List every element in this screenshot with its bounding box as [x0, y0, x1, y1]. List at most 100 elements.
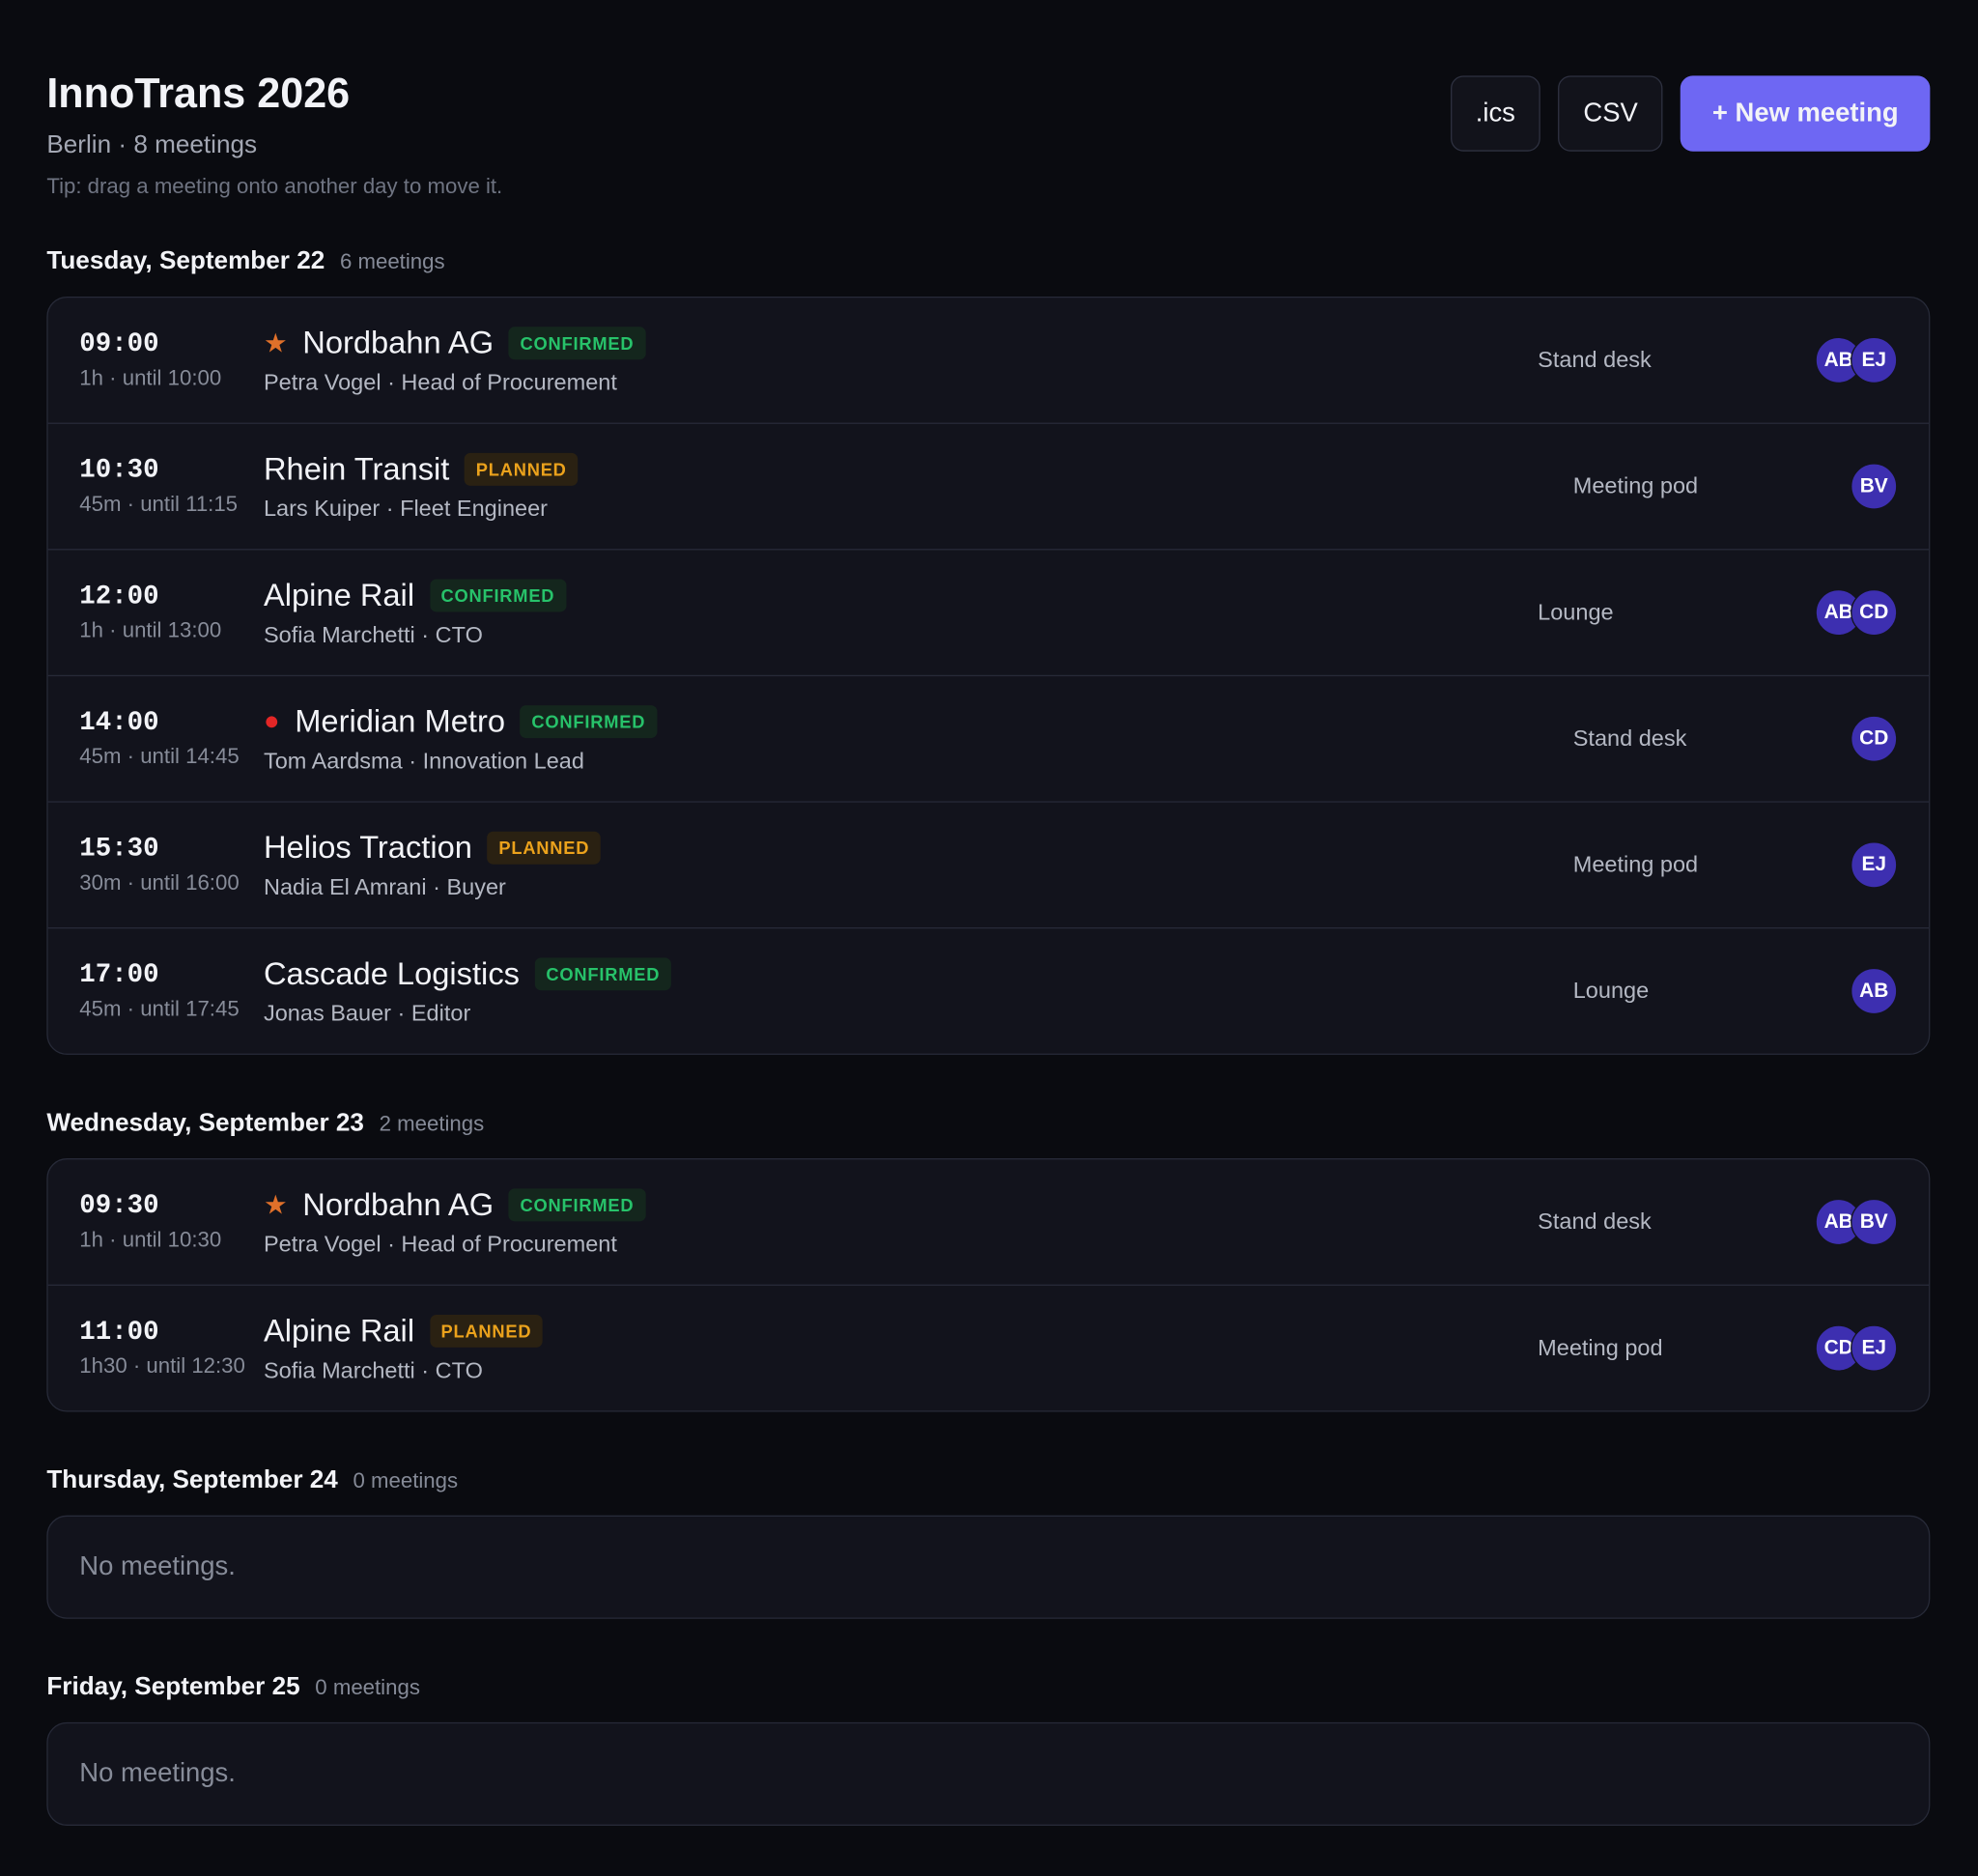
start-time: 11:00 — [79, 1318, 159, 1348]
meeting-info: Rhein Transit PLANNED Lars Kuiper · Fleet … — [264, 451, 1573, 522]
start-time: 09:00 — [79, 329, 159, 359]
day-list: Tuesday, September 22 6 meetings 09:00 1h ·… — [46, 243, 1931, 1826]
time-column: 14:00 45m · until 14:45 — [48, 708, 264, 769]
company: Cascade Logistics — [263, 955, 520, 991]
title-line: Alpine Rail PLANNED — [264, 1313, 1538, 1350]
title-line: ★ Nordbahn AG CONFIRMED — [264, 1186, 1538, 1223]
attendees: EJ — [1851, 841, 1898, 889]
avatar: EJ — [1851, 841, 1898, 889]
meeting-count: 2 meetings — [379, 1111, 485, 1136]
time-column: 12:00 1h · until 13:00 — [48, 583, 264, 643]
avatar: CD — [1851, 715, 1898, 762]
day-card: 09:30 1h · until 10:30 ★ Nordbahn AG CONFIRM… — [46, 1158, 1931, 1412]
day-header: Thursday, September 24 0 meetings — [46, 1463, 1930, 1499]
duration: 1h30 · until 12:30 — [79, 1352, 245, 1378]
day-label: Wednesday, September 23 — [46, 1109, 364, 1137]
status-badge: CONFIRMED — [429, 579, 567, 612]
company: Meridian Metro — [295, 703, 505, 739]
duration: 45m · until 17:45 — [79, 996, 240, 1020]
location: Meeting pod — [1538, 1334, 1663, 1360]
duration: 1h · until 13:00 — [79, 617, 222, 642]
status-badge: CONFIRMED — [508, 1188, 646, 1222]
title-line: Alpine Rail CONFIRMED — [264, 578, 1538, 614]
day-label: Friday, September 25 — [46, 1672, 300, 1701]
duration: 45m · until 14:45 — [79, 743, 240, 768]
contact: Jonas Bauer · Editor — [263, 1000, 471, 1026]
empty-state: No meetings. — [79, 1551, 236, 1581]
title-line: Cascade Logistics CONFIRMED — [264, 955, 1573, 992]
title-line: Helios Traction PLANNED — [264, 830, 1573, 867]
meeting-info: Helios Traction PLANNED Nadia El Amrani · … — [264, 830, 1573, 900]
meeting-row[interactable]: 17:00 45m · until 17:45 Cascade Logistics C… — [47, 926, 1930, 1054]
location: Meeting pod — [1572, 472, 1699, 498]
title-line: ★ Nordbahn AG CONFIRMED — [264, 325, 1538, 361]
duration: 1h · until 10:00 — [79, 365, 222, 389]
meeting-row[interactable]: 15:30 30m · until 16:00 Helios Traction PLA… — [47, 801, 1930, 927]
meeting-count: 0 meetings — [353, 1468, 459, 1493]
time-column: 09:00 1h · until 10:00 — [48, 330, 264, 391]
day-label: Tuesday, September 22 — [46, 246, 325, 275]
avatar: AB — [1815, 588, 1862, 637]
day-card: No meetings. — [46, 1515, 1931, 1619]
priority-icon: ★ — [263, 1190, 288, 1220]
meeting-info: ● Meridian Metro CONFIRMED Tom Aardsma · In… — [264, 703, 1573, 774]
avatar: EJ — [1851, 336, 1898, 384]
start-time: 09:30 — [79, 1191, 159, 1221]
export-ics-button[interactable]: .ics — [1450, 75, 1540, 152]
contact: Nadia El Amrani · Buyer — [263, 873, 506, 899]
day-section: Thursday, September 24 0 meetings No meeti… — [46, 1463, 1931, 1619]
meeting-info: Alpine Rail PLANNED Sofia Marchetti · CTO — [264, 1313, 1538, 1383]
meeting-row[interactable]: 11:00 1h30 · until 12:30 Alpine Rail PLANNE… — [47, 1284, 1930, 1411]
meeting-row[interactable]: 10:30 45m · until 11:15 Rhein Transit PLANN… — [47, 422, 1930, 550]
meeting-info: ★ Nordbahn AG CONFIRMED Petra Vogel · Head … — [264, 1186, 1538, 1257]
day-section: Wednesday, September 23 2 meetings 09:30 1h… — [46, 1105, 1931, 1412]
toolbar: .ics CSV + New meeting — [1450, 75, 1931, 152]
avatar: BV — [1851, 463, 1898, 510]
company: Nordbahn AG — [302, 325, 494, 360]
contact: Petra Vogel · Head of Procurement — [263, 369, 617, 395]
meeting-row[interactable]: 12:00 1h · until 13:00 Alpine Rail CONFIRME… — [47, 549, 1930, 675]
day-label: Thursday, September 24 — [46, 1465, 338, 1494]
export-csv-button[interactable]: CSV — [1558, 75, 1663, 152]
status-badge: PLANNED — [487, 831, 602, 865]
contact: Sofia Marchetti · CTO — [263, 621, 483, 647]
avatar: CD — [1851, 588, 1898, 637]
meeting-row[interactable]: 09:30 1h · until 10:30 ★ Nordbahn AG CONFIRM… — [48, 1159, 1929, 1284]
status-badge: CONFIRMED — [508, 327, 646, 360]
day-header: Wednesday, September 23 2 meetings — [46, 1105, 1930, 1142]
meeting-row[interactable]: 14:00 45m · until 14:45 ● Meridian Metro CON… — [47, 674, 1930, 802]
duration: 30m · until 16:00 — [79, 869, 240, 895]
contact: Tom Aardsma · Innovation Lead — [263, 747, 584, 773]
new-meeting-button[interactable]: + New meeting — [1681, 75, 1931, 152]
attendees: AB EJ — [1815, 336, 1898, 384]
time-column: 10:30 45m · until 11:15 — [48, 456, 264, 517]
company: Nordbahn AG — [302, 1186, 494, 1222]
start-time: 10:30 — [79, 456, 159, 486]
attendees: CD — [1851, 715, 1898, 762]
location: Lounge — [1572, 978, 1650, 1004]
priority-icon: ★ — [263, 328, 288, 358]
day-header: Tuesday, September 22 6 meetings — [46, 243, 1930, 280]
tip: Tip: drag a meeting onto another day to … — [46, 174, 503, 199]
attendees: AB CD — [1815, 588, 1898, 637]
company: Alpine Rail — [263, 577, 415, 613]
attendees: AB BV — [1815, 1198, 1898, 1246]
avatar: AB — [1851, 967, 1898, 1015]
day-section: Tuesday, September 22 6 meetings 09:00 1h ·… — [46, 243, 1931, 1055]
event-subtitle: Berlin · 8 meetings — [46, 130, 258, 159]
meeting-row[interactable]: 09:00 1h · until 10:00 ★ Nordbahn AG CONFIRM… — [48, 298, 1929, 422]
attendees: AB — [1851, 967, 1898, 1015]
company: Rhein Transit — [263, 450, 450, 487]
time-column: 09:30 1h · until 10:30 — [48, 1192, 264, 1253]
location: Lounge — [1538, 599, 1614, 625]
meeting-info: Alpine Rail CONFIRMED Sofia Marchetti · CT… — [264, 578, 1538, 648]
contact: Sofia Marchetti · CTO — [263, 1356, 483, 1382]
meeting-info: ★ Nordbahn AG CONFIRMED Petra Vogel · Head … — [264, 325, 1538, 395]
location: Meeting pod — [1572, 851, 1699, 877]
day-card: 09:00 1h · until 10:00 ★ Nordbahn AG CONFIRM… — [46, 296, 1931, 1055]
start-time: 14:00 — [79, 708, 159, 738]
attendees: CD EJ — [1815, 1324, 1898, 1372]
day-card: No meetings. — [46, 1721, 1931, 1826]
